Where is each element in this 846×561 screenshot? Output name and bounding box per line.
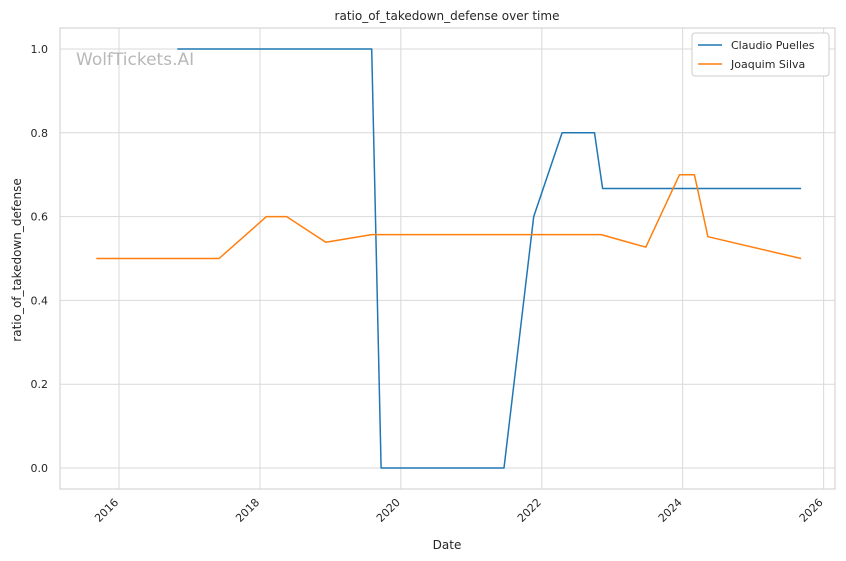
series-layer bbox=[96, 48, 802, 469]
legend-label-claudio-puelles: Claudio Puelles bbox=[731, 39, 815, 52]
x-tick-labels: 2016 2018 2020 2022 2024 2026 bbox=[92, 496, 826, 525]
y-tick-label: 0.2 bbox=[31, 378, 49, 391]
x-axis-title: Date bbox=[433, 538, 462, 552]
y-tick-label: 0.4 bbox=[31, 294, 49, 307]
y-tick-label: 1.0 bbox=[31, 43, 49, 56]
legend-label-joaquim-silva: Joaquim Silva bbox=[730, 58, 805, 71]
watermark: WolfTickets.AI bbox=[76, 50, 194, 70]
y-tick-label: 0.6 bbox=[31, 211, 49, 224]
series-line-joaquim-silva bbox=[96, 173, 802, 260]
y-tick-label: 0.0 bbox=[31, 462, 49, 475]
series-line-claudio-puelles bbox=[177, 48, 802, 469]
x-tick-label: 2024 bbox=[656, 496, 685, 525]
x-tick-label: 2026 bbox=[797, 496, 826, 525]
y-tick-labels: 0.0 0.2 0.4 0.6 0.8 1.0 bbox=[31, 43, 49, 475]
x-tick-label: 2022 bbox=[515, 496, 544, 525]
legend-box bbox=[691, 32, 830, 77]
x-tick-label: 2016 bbox=[92, 496, 121, 525]
x-tick-label: 2018 bbox=[233, 496, 262, 525]
x-tick-label: 2020 bbox=[374, 496, 403, 525]
grid-lines bbox=[60, 28, 835, 489]
chart-title: ratio_of_takedown_defense over time bbox=[335, 9, 560, 23]
y-axis-title: ratio_of_takedown_defense bbox=[10, 178, 24, 341]
legend: Claudio Puelles Joaquim Silva bbox=[691, 32, 830, 77]
y-tick-label: 0.8 bbox=[31, 127, 49, 140]
